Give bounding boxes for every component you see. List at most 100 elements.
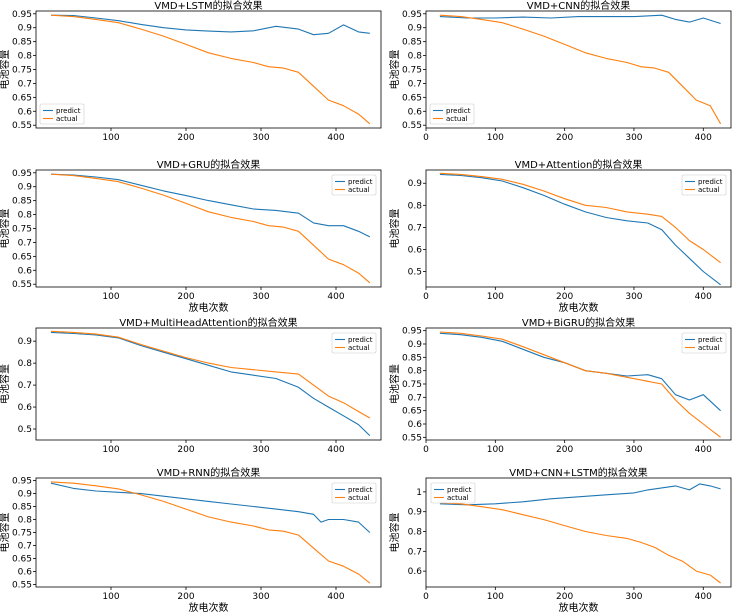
x-tick-label: 400 xyxy=(695,592,712,602)
x-tick-label: 300 xyxy=(625,445,642,455)
y-tick-label: 0.7 xyxy=(408,79,422,89)
x-axis-label: 放电次数 xyxy=(559,301,599,314)
legend-label-predict: predict xyxy=(698,336,723,344)
y-tick-label: 0.6 xyxy=(18,266,33,276)
y-tick-label: 0.5 xyxy=(408,268,422,278)
y-tick-label: 0.6 xyxy=(18,403,33,413)
legend-label-predict: predict xyxy=(56,107,81,115)
y-tick-label: 0.55 xyxy=(12,121,32,131)
x-tick-label: 100 xyxy=(102,133,119,143)
y-tick-label: 0.7 xyxy=(18,541,32,551)
x-tick-label: 300 xyxy=(252,445,269,455)
series-line-actual xyxy=(439,172,721,264)
plot-frame xyxy=(425,477,732,588)
x-axis-label: 放电次数 xyxy=(559,601,599,614)
y-tick-label: 0.8 xyxy=(18,52,33,62)
x-tick-label: 100 xyxy=(102,292,119,302)
plot-frame xyxy=(425,169,732,288)
x-tick-label: 100 xyxy=(487,445,504,455)
y-axis-label: 电池容量 xyxy=(388,209,401,249)
y-tick-label: 0.7 xyxy=(18,381,32,391)
x-tick-label: 400 xyxy=(327,292,344,302)
series-line-predict xyxy=(439,173,721,286)
y-tick-label: 0.7 xyxy=(408,547,422,557)
x-tick-label: 100 xyxy=(487,592,504,602)
x-tick-label: 200 xyxy=(177,133,194,143)
y-tick-label: 0.75 xyxy=(12,66,32,76)
y-tick-label: 0.85 xyxy=(402,353,422,363)
y-tick-label: 0.95 xyxy=(12,10,32,20)
y-axis-label: 电池容量 xyxy=(0,50,11,90)
series-line-predict xyxy=(439,332,721,412)
legend-label-actual: actual xyxy=(447,494,469,502)
y-tick-label: 0.8 xyxy=(408,528,423,538)
series-line-actual xyxy=(50,14,371,125)
y-tick-label: 0.9 xyxy=(408,340,423,350)
y-tick-label: 1 xyxy=(416,488,422,498)
x-tick-label: 400 xyxy=(695,133,712,143)
chart-panel-5: VMD+MultiHeadAttention的拟合效果 100 200 300 400 0… xyxy=(0,316,382,455)
x-axis-label: 放电次数 xyxy=(189,601,229,614)
legend-label-actual: actual xyxy=(446,115,468,123)
x-tick-label: 400 xyxy=(327,592,344,602)
x-tick-label: 300 xyxy=(625,592,642,602)
legend-label-predict: predict xyxy=(446,107,471,115)
x-tick-label: 400 xyxy=(695,292,712,302)
y-tick-label: 0.6 xyxy=(408,245,423,255)
legend-label-predict: predict xyxy=(348,178,373,186)
y-axis-label: 电池容量 xyxy=(0,364,11,404)
y-tick-label: 0.55 xyxy=(402,121,422,131)
x-tick-label: 400 xyxy=(327,445,344,455)
y-tick-label: 0.7 xyxy=(18,238,32,248)
y-tick-label: 0.65 xyxy=(12,93,32,103)
y-tick-label: 0.55 xyxy=(402,433,422,443)
x-tick-label: 300 xyxy=(252,133,269,143)
series-line-predict xyxy=(50,331,371,436)
plot-frame xyxy=(35,477,382,588)
x-tick-label: 0 xyxy=(423,133,429,143)
x-tick-label: 100 xyxy=(102,445,119,455)
y-tick-label: 0.65 xyxy=(12,252,32,262)
y-tick-label: 0.8 xyxy=(408,52,423,62)
y-tick-label: 0.8 xyxy=(408,367,423,377)
y-tick-label: 0.75 xyxy=(12,529,32,539)
chart-title: VMD+Attention的拟合效果 xyxy=(515,158,643,171)
plot-frame xyxy=(35,327,382,441)
y-tick-label: 0.6 xyxy=(18,567,33,577)
series-line-predict xyxy=(439,14,721,25)
x-tick-label: 200 xyxy=(177,445,194,455)
chart-panel-6: VMD+BiGRU的拟合效果 0 100 200 300 400 0.55 0.6 0.65 0.… xyxy=(388,316,732,455)
chart-title: VMD+GRU的拟合效果 xyxy=(157,158,261,171)
chart-title: VMD+BiGRU的拟合效果 xyxy=(522,316,635,329)
series-line-predict xyxy=(50,173,371,238)
chart-panel-4: VMD+Attention的拟合效果 0 100 200 300 400 0.5 0.6 0.7… xyxy=(388,158,732,314)
y-tick-label: 0.6 xyxy=(408,567,423,577)
y-tick-label: 0.75 xyxy=(402,66,422,76)
legend-label-actual: actual xyxy=(56,115,78,123)
chart-title: VMD+CNN的拟合效果 xyxy=(527,0,631,12)
series-line-actual xyxy=(50,173,371,284)
y-tick-label: 0.9 xyxy=(18,337,33,347)
x-axis-label: 放电次数 xyxy=(189,301,229,314)
x-tick-label: 400 xyxy=(327,133,344,143)
x-tick-label: 200 xyxy=(177,592,194,602)
y-tick-label: 0.55 xyxy=(12,580,32,590)
x-tick-label: 300 xyxy=(625,292,642,302)
y-tick-label: 0.9 xyxy=(18,490,33,500)
y-tick-label: 0.85 xyxy=(12,197,32,207)
y-tick-label: 0.55 xyxy=(12,280,32,290)
y-axis-label: 电池容量 xyxy=(0,513,11,553)
y-tick-label: 0.8 xyxy=(18,359,33,369)
series-line-actual xyxy=(439,331,721,438)
y-axis-label: 电池容量 xyxy=(388,50,401,90)
y-tick-label: 0.75 xyxy=(12,225,32,235)
y-tick-label: 0.95 xyxy=(12,169,32,179)
chart-title: VMD+LSTM的拟合效果 xyxy=(154,0,262,12)
y-axis-label: 电池容量 xyxy=(388,364,401,404)
series-line-predict xyxy=(50,14,370,36)
